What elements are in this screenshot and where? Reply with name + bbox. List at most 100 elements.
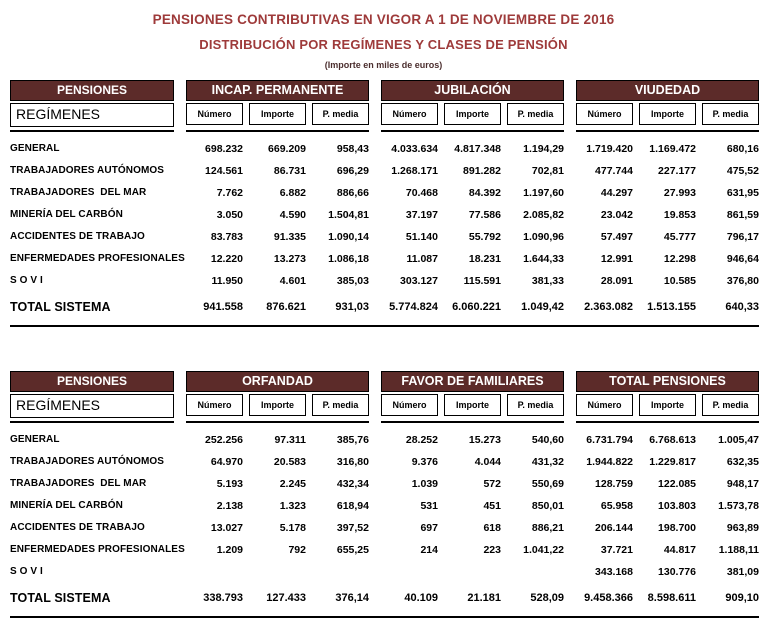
- row-group-1: 4.033.634 4.817.348 1.194,29: [381, 143, 564, 155]
- value-cell: 4.044: [474, 455, 501, 468]
- value-cell: 2.138: [216, 499, 243, 512]
- value-cell: 876.621: [266, 301, 306, 313]
- value-cell: 1.229.817: [649, 455, 696, 468]
- row-group-1: 37.197 77.586 2.085,82: [381, 209, 564, 221]
- subheader-cell: P. media: [702, 103, 759, 125]
- row-group-0: 83.783 91.335 1.090,14: [186, 231, 369, 243]
- row-group-1: 697 618 886,21: [381, 522, 564, 534]
- row-label: S O V I: [10, 275, 43, 286]
- value-cell: 540,60: [531, 433, 564, 446]
- row-label: S O V I: [10, 566, 43, 577]
- value-cell: 572: [483, 477, 501, 490]
- row-group-1: 5.774.824 6.060.221 1.049,42: [381, 301, 564, 313]
- value-cell: 6.768.613: [649, 433, 696, 446]
- row-group-1: 11.087 18.231 1.644,33: [381, 253, 564, 265]
- table-row: ENFERMEDADES PROFESIONALES 12.220 13.273 1.…: [10, 248, 759, 269]
- row-group-2: 37.721 44.817 1.188,11: [576, 544, 759, 556]
- value-cell: 65.958: [600, 499, 633, 512]
- group-title: JUBILACIÓN: [381, 80, 564, 101]
- units-note: (Importe en miles de euros): [324, 60, 443, 70]
- group-title: VIUDEDAD: [576, 80, 759, 101]
- value-cell: 397,52: [336, 521, 369, 534]
- group-title: FAVOR DE FAMILIARES: [381, 371, 564, 392]
- value-cell: 12.298: [663, 252, 696, 265]
- value-cell: 1.039: [411, 477, 438, 490]
- value-cell: 55.792: [468, 230, 501, 243]
- row-group-2: 44.297 27.993 631,95: [576, 187, 759, 199]
- value-cell: 431,32: [531, 455, 564, 468]
- value-cell: 198.700: [658, 521, 696, 534]
- value-cell: 83.783: [210, 230, 243, 243]
- row-label: TRABAJADORES AUTÓNOMOS: [10, 165, 165, 176]
- subheader-cell: Importe: [639, 394, 696, 416]
- value-cell: 37.721: [600, 543, 633, 556]
- group-title: TOTAL PENSIONES: [576, 371, 759, 392]
- value-cell: 1.188,11: [718, 543, 759, 556]
- row-group-2: 477.744 227.177 475,52: [576, 165, 759, 177]
- value-cell: 12.991: [600, 252, 633, 265]
- value-cell: 528,09: [530, 592, 564, 604]
- table-row: ENFERMEDADES PROFESIONALES 1.209 792 655,25…: [10, 539, 759, 560]
- value-cell: 115.591: [463, 274, 501, 287]
- pensiones-header: PENSIONES: [10, 80, 174, 101]
- subheader-row: Número Importe P. media: [576, 103, 759, 125]
- row-label: TRABAJADORES DEL MAR: [10, 187, 147, 198]
- value-cell: 13.273: [273, 252, 306, 265]
- value-cell: 2.363.082: [584, 301, 633, 313]
- row-group-0: 11.950 4.601 385,03: [186, 275, 369, 287]
- value-cell: 640,33: [725, 301, 759, 313]
- value-cell: 227.177: [658, 164, 696, 177]
- value-cell: 11.950: [211, 274, 243, 287]
- value-cell: 303.127: [400, 274, 438, 287]
- row-group-2: 343.168 130.776 381,09: [576, 566, 759, 578]
- value-cell: 84.392: [468, 186, 501, 199]
- subheader-row: Número Importe P. media: [186, 394, 369, 416]
- table-row: TRABAJADORES AUTÓNOMOS 124.561 86.731 696,2…: [10, 160, 759, 181]
- row-group-1: 40.109 21.181 528,09: [381, 592, 564, 604]
- value-cell: 655,25: [336, 543, 369, 556]
- pension-table-1: PENSIONES REGÍMENES INCAP. PERMANENTE Númer…: [10, 80, 759, 327]
- total-row: TOTAL SISTEMA 941.558 876.621 931,03 5.774.8…: [10, 296, 759, 327]
- value-cell: 2.085,82: [523, 208, 564, 221]
- value-cell: 385,03: [336, 274, 369, 287]
- row-group-0: 3.050 4.590 1.504,81: [186, 209, 369, 221]
- row-group-1: 51.140 55.792 1.090,96: [381, 231, 564, 243]
- subheader-row: Número Importe P. media: [186, 103, 369, 125]
- value-cell: 9.458.366: [584, 592, 633, 604]
- value-cell: 1.323: [279, 499, 306, 512]
- value-cell: 18.231: [468, 252, 501, 265]
- row-group-2: 128.759 122.085 948,17: [576, 478, 759, 490]
- value-cell: 4.817.348: [454, 142, 501, 155]
- row-group-2: 12.991 12.298 946,64: [576, 253, 759, 265]
- table-row: GENERAL 252.256 97.311 385,76 28.252 15.273 54…: [10, 429, 759, 450]
- row-group-1: 1.039 572 550,69: [381, 478, 564, 490]
- value-cell: 618: [483, 521, 501, 534]
- row-label: TRABAJADORES DEL MAR: [10, 478, 147, 489]
- value-cell: 128.759: [595, 477, 633, 490]
- value-cell: 381,33: [531, 274, 564, 287]
- value-cell: 5.178: [279, 521, 306, 534]
- total-row-label: TOTAL SISTEMA: [10, 591, 111, 605]
- value-cell: 475,52: [726, 164, 759, 177]
- value-cell: 206.144: [595, 521, 633, 534]
- header-group-section-0: ORFANDAD Número Importe P. media: [186, 371, 369, 423]
- total-row-label: TOTAL SISTEMA: [10, 300, 111, 314]
- value-cell: 958,43: [336, 142, 369, 155]
- value-cell: 44.817: [663, 543, 696, 556]
- row-group-2: 6.731.794 6.768.613 1.005,47: [576, 434, 759, 446]
- table-row: MINERÍA DEL CARBÓN 2.138 1.323 618,94 531 451…: [10, 495, 759, 516]
- value-cell: 477.744: [595, 164, 633, 177]
- value-cell: 376,80: [726, 274, 759, 287]
- subheader-cell: P. media: [507, 103, 564, 125]
- subheader-row: Número Importe P. media: [381, 394, 564, 416]
- value-cell: 1.573,78: [718, 499, 759, 512]
- value-cell: 1.049,42: [521, 301, 564, 313]
- value-cell: 1.197,60: [523, 186, 564, 199]
- value-cell: 316,80: [336, 455, 369, 468]
- value-cell: 891.282: [463, 164, 501, 177]
- value-cell: 909,10: [725, 592, 759, 604]
- value-cell: 21.181: [467, 592, 501, 604]
- value-cell: 51.140: [405, 230, 438, 243]
- value-cell: 886,21: [531, 521, 564, 534]
- header-group-section-1: JUBILACIÓN Número Importe P. media: [381, 80, 564, 132]
